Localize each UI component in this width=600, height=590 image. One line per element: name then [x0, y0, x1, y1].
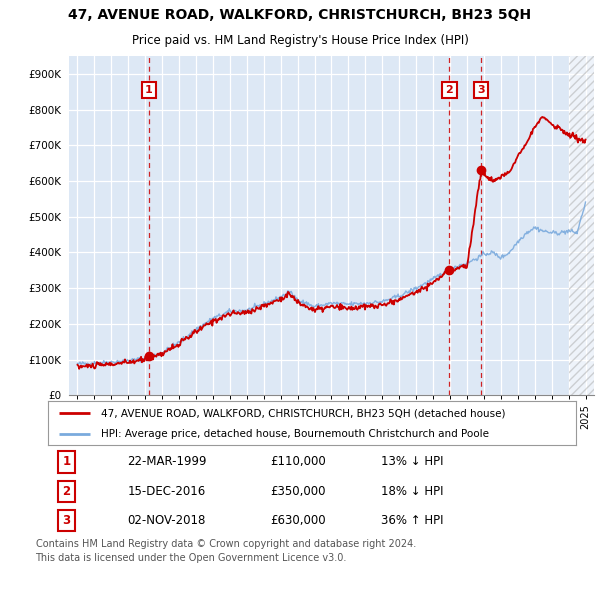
Text: HPI: Average price, detached house, Bournemouth Christchurch and Poole: HPI: Average price, detached house, Bour…	[101, 428, 489, 438]
Text: 47, AVENUE ROAD, WALKFORD, CHRISTCHURCH, BH23 5QH (detached house): 47, AVENUE ROAD, WALKFORD, CHRISTCHURCH,…	[101, 408, 505, 418]
Bar	[569, 56, 594, 395]
Text: 2: 2	[62, 484, 71, 498]
Text: 1: 1	[145, 85, 153, 95]
Text: £630,000: £630,000	[270, 514, 325, 527]
Text: 1: 1	[62, 455, 71, 468]
Text: 15-DEC-2016: 15-DEC-2016	[127, 484, 205, 498]
Text: 18% ↓ HPI: 18% ↓ HPI	[380, 484, 443, 498]
Text: Contains HM Land Registry data © Crown copyright and database right 2024.
This d: Contains HM Land Registry data © Crown c…	[35, 539, 416, 563]
Text: 13% ↓ HPI: 13% ↓ HPI	[380, 455, 443, 468]
Text: 2: 2	[445, 85, 453, 95]
Text: 22-MAR-1999: 22-MAR-1999	[127, 455, 206, 468]
Text: £110,000: £110,000	[270, 455, 326, 468]
Text: 36% ↑ HPI: 36% ↑ HPI	[380, 514, 443, 527]
Text: 47, AVENUE ROAD, WALKFORD, CHRISTCHURCH, BH23 5QH: 47, AVENUE ROAD, WALKFORD, CHRISTCHURCH,…	[68, 8, 532, 22]
Text: 3: 3	[62, 514, 71, 527]
Text: £350,000: £350,000	[270, 484, 325, 498]
Text: Price paid vs. HM Land Registry's House Price Index (HPI): Price paid vs. HM Land Registry's House …	[131, 34, 469, 47]
Text: 02-NOV-2018: 02-NOV-2018	[127, 514, 206, 527]
Text: 3: 3	[478, 85, 485, 95]
